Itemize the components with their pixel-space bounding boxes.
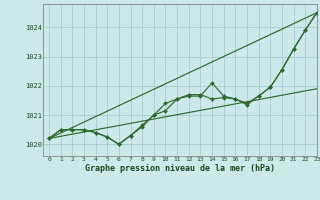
X-axis label: Graphe pression niveau de la mer (hPa): Graphe pression niveau de la mer (hPa) (85, 164, 275, 173)
